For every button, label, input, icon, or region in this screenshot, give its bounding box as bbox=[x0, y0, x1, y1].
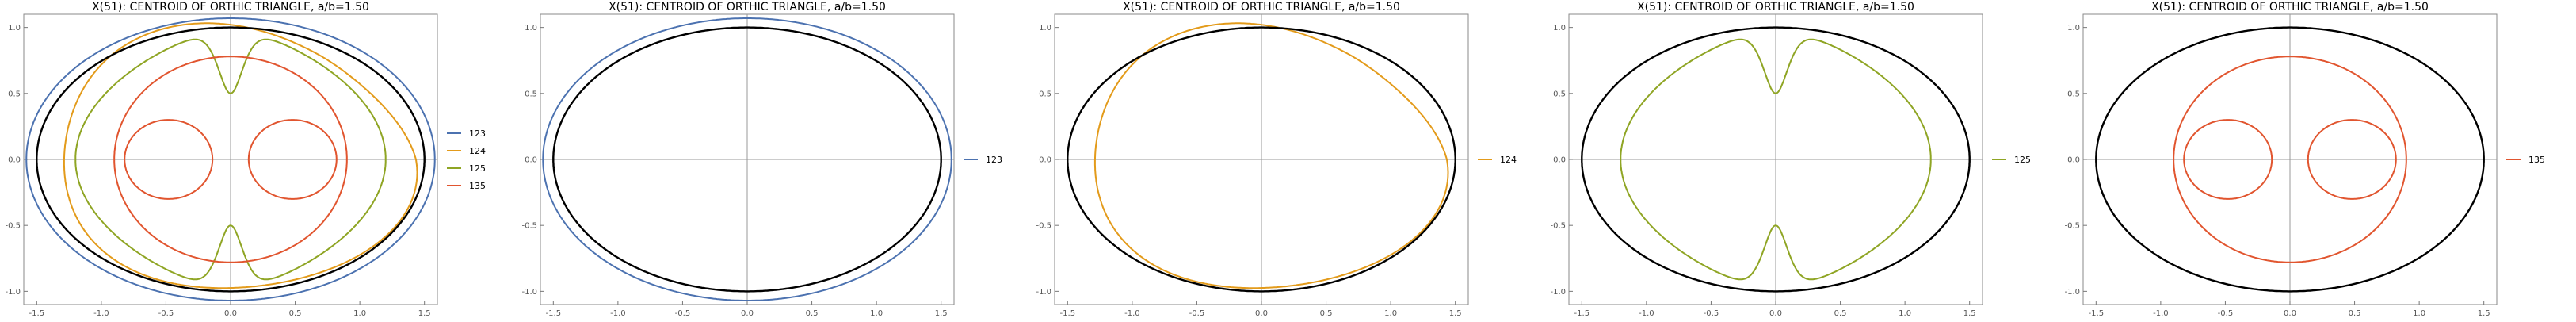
x-tick-label: 0.0 bbox=[224, 309, 237, 318]
x-tick-label: 1.5 bbox=[935, 309, 948, 318]
x-tick-label: 1.5 bbox=[1449, 309, 1462, 318]
x-tick-label: -0.5 bbox=[2218, 309, 2234, 318]
y-tick-label: 1.0 bbox=[525, 24, 537, 33]
series-curve-124 bbox=[63, 22, 418, 289]
chart-title: X(51): CENTROID OF ORTHIC TRIANGLE, a/b=… bbox=[1637, 1, 1914, 13]
series-curve-123 bbox=[25, 17, 436, 301]
y-tick-label: 0.0 bbox=[8, 156, 21, 165]
y-tick-label: 0.5 bbox=[1553, 90, 1566, 98]
y-tick-label: 1.0 bbox=[8, 24, 21, 33]
chart-title: X(51): CENTROID OF ORTHIC TRIANGLE, a/b=… bbox=[2151, 1, 2429, 13]
x-tick-label: -0.5 bbox=[675, 309, 691, 318]
y-tick-label: 0.0 bbox=[1553, 156, 1566, 165]
y-tick-label: -1.0 bbox=[1036, 288, 1051, 297]
reference-ellipse bbox=[2095, 26, 2485, 293]
legend-label-124: 124 bbox=[1500, 155, 1517, 165]
x-tick-label: -0.5 bbox=[1704, 309, 1719, 318]
reference-ellipse bbox=[1581, 26, 1971, 293]
x-tick-label: -1.5 bbox=[546, 309, 562, 318]
legend-label-135: 135 bbox=[2528, 155, 2545, 165]
y-tick-label: 1.0 bbox=[1039, 24, 1051, 33]
x-tick-label: -1.0 bbox=[1639, 309, 1654, 318]
x-tick-label: -1.5 bbox=[1060, 309, 1076, 318]
series-curve-135-loop bbox=[124, 119, 214, 200]
series-curve-123 bbox=[542, 17, 952, 301]
series-curve-135-loop bbox=[2183, 119, 2273, 200]
chart-title: X(51): CENTROID OF ORTHIC TRIANGLE, a/b=… bbox=[92, 1, 369, 13]
series-curve-125 bbox=[74, 38, 387, 281]
y-tick-label: -1.0 bbox=[521, 288, 537, 297]
x-tick-label: -1.5 bbox=[29, 309, 45, 318]
y-tick-label: -0.5 bbox=[5, 222, 21, 231]
chart-panel: X(51): CENTROID OF ORTHIC TRIANGLE, a/b=… bbox=[2064, 1, 2545, 318]
chart-panel: X(51): CENTROID OF ORTHIC TRIANGLE, a/b=… bbox=[5, 1, 486, 318]
x-tick-label: -1.0 bbox=[2153, 309, 2169, 318]
x-tick-label: 0.0 bbox=[1255, 309, 1268, 318]
x-tick-label: 1.0 bbox=[1899, 309, 1911, 318]
x-tick-label: -0.5 bbox=[1189, 309, 1205, 318]
x-tick-label: 1.0 bbox=[870, 309, 883, 318]
x-tick-label: -0.5 bbox=[158, 309, 174, 318]
legend-label-123: 123 bbox=[469, 128, 486, 139]
x-tick-label: 0.5 bbox=[2349, 309, 2361, 318]
x-tick-label: 0.5 bbox=[806, 309, 819, 318]
x-tick-label: 1.5 bbox=[2478, 309, 2490, 318]
chart-panel: X(51): CENTROID OF ORTHIC TRIANGLE, a/b=… bbox=[1550, 1, 2031, 318]
reference-ellipse bbox=[552, 26, 942, 293]
series-curve-135 bbox=[113, 56, 348, 263]
chart-panel: X(51): CENTROID OF ORTHIC TRIANGLE, a/b=… bbox=[521, 1, 1002, 318]
legend-label-123: 123 bbox=[986, 155, 1002, 165]
y-tick-label: -0.5 bbox=[1550, 222, 1566, 231]
x-tick-label: 1.5 bbox=[418, 309, 431, 318]
series-curve-135 bbox=[2173, 56, 2407, 263]
x-tick-label: 1.5 bbox=[1963, 309, 1976, 318]
chart-panel: X(51): CENTROID OF ORTHIC TRIANGLE, a/b=… bbox=[1036, 1, 1517, 318]
y-tick-label: -0.5 bbox=[2064, 222, 2080, 231]
y-tick-label: 0.5 bbox=[2067, 90, 2080, 98]
y-tick-label: 0.5 bbox=[525, 90, 537, 98]
x-tick-label: 0.0 bbox=[741, 309, 754, 318]
legend-label-125: 125 bbox=[2014, 155, 2031, 165]
y-tick-label: 1.0 bbox=[2067, 24, 2080, 33]
y-tick-label: 0.0 bbox=[1039, 156, 1051, 165]
x-tick-label: 1.0 bbox=[1384, 309, 1397, 318]
x-tick-label: -1.5 bbox=[2089, 309, 2105, 318]
series-curve-135-loop bbox=[2307, 119, 2397, 200]
series-curve-125 bbox=[1620, 38, 1932, 281]
x-tick-label: 1.0 bbox=[353, 309, 366, 318]
y-tick-label: 0.5 bbox=[1039, 90, 1051, 98]
y-tick-label: 0.0 bbox=[525, 156, 537, 165]
series-curve-135-loop bbox=[247, 119, 338, 200]
chart-title: X(51): CENTROID OF ORTHIC TRIANGLE, a/b=… bbox=[1123, 1, 1400, 13]
y-tick-label: 1.0 bbox=[1553, 24, 1566, 33]
y-tick-label: 0.5 bbox=[8, 90, 21, 98]
x-tick-label: 1.0 bbox=[2413, 309, 2425, 318]
reference-ellipse bbox=[36, 26, 426, 293]
x-tick-label: 0.5 bbox=[1320, 309, 1333, 318]
legend-label-124: 124 bbox=[469, 146, 486, 156]
x-tick-label: -1.0 bbox=[93, 309, 109, 318]
series-curve-124 bbox=[1093, 22, 1449, 289]
x-tick-label: -1.0 bbox=[610, 309, 626, 318]
x-tick-label: 0.0 bbox=[1769, 309, 1782, 318]
x-tick-label: -1.0 bbox=[1124, 309, 1140, 318]
y-tick-label: -0.5 bbox=[1036, 222, 1051, 231]
chart-title: X(51): CENTROID OF ORTHIC TRIANGLE, a/b=… bbox=[609, 1, 886, 13]
y-tick-label: -1.0 bbox=[1550, 288, 1566, 297]
reference-ellipse bbox=[1067, 26, 1456, 293]
legend-label-125: 125 bbox=[469, 163, 486, 174]
y-tick-label: -1.0 bbox=[5, 288, 21, 297]
x-tick-label: 0.5 bbox=[289, 309, 302, 318]
y-tick-label: -1.0 bbox=[2064, 288, 2080, 297]
x-tick-label: -1.5 bbox=[1574, 309, 1590, 318]
x-tick-label: 0.5 bbox=[1834, 309, 1847, 318]
x-tick-label: 0.0 bbox=[2284, 309, 2296, 318]
y-tick-label: 0.0 bbox=[2067, 156, 2080, 165]
legend-label-135: 135 bbox=[469, 181, 486, 191]
y-tick-label: -0.5 bbox=[521, 222, 537, 231]
